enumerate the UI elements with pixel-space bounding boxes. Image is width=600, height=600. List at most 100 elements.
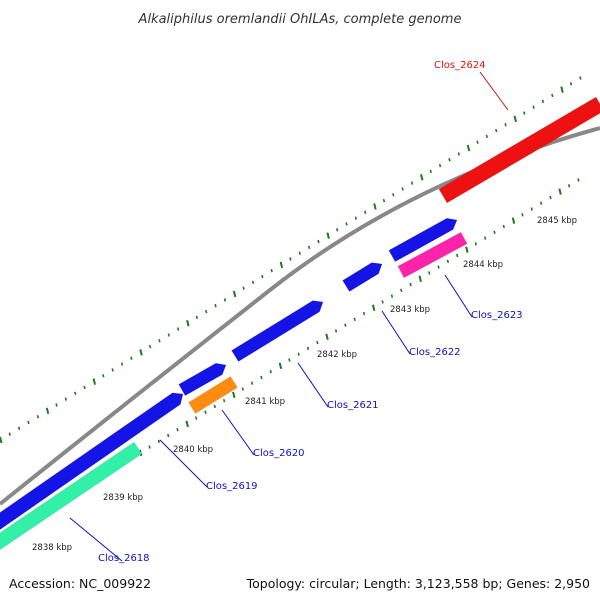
outer-tick-mark	[27, 420, 30, 425]
inner-tick-mark	[530, 207, 533, 211]
inner-tick-mark	[371, 304, 376, 311]
outer-tick-mark	[64, 397, 68, 401]
outer-tick-mark	[551, 93, 554, 98]
gene-clos-2619[interactable]	[0, 392, 184, 534]
outer-tick-mark	[261, 274, 264, 279]
outer-tick-mark	[279, 261, 284, 269]
inner-tick-mark	[353, 317, 356, 322]
gene-clos-2622[interactable]	[342, 262, 383, 292]
tick-label: 2845 kbp	[537, 216, 577, 226]
outer-tick-mark	[120, 362, 124, 366]
gene-clos-2621[interactable]	[231, 300, 324, 362]
outer-tick-mark	[495, 128, 498, 133]
gene-label-leader	[444, 274, 473, 318]
outer-tick-mark	[392, 193, 395, 197]
gene-label[interactable]: Clos_2620	[253, 448, 305, 459]
gene-label[interactable]: Clos_2618	[98, 553, 150, 564]
outer-tick-mark	[448, 158, 451, 162]
gene-label[interactable]: Clos_2623	[471, 310, 523, 321]
outer-tick-mark	[158, 339, 161, 343]
inner-tick-mark	[288, 358, 291, 362]
outer-tick-mark	[364, 210, 367, 214]
inner-tick-mark	[316, 340, 319, 345]
inner-tick-mark	[446, 259, 450, 263]
outer-tick-mark	[195, 315, 199, 320]
inner-tick-mark	[400, 288, 403, 293]
outer-tick-mark	[336, 228, 339, 232]
outer-tick-mark	[298, 251, 301, 255]
outer-tick-mark	[419, 174, 424, 181]
inner-tick-mark	[250, 381, 254, 385]
outer-tick-mark	[55, 403, 58, 407]
inner-tick-mark	[493, 230, 496, 234]
outer-tick-mark	[36, 414, 39, 419]
outer-tick-mark	[102, 374, 105, 378]
outer-tick-mark	[17, 426, 21, 431]
outer-tick-mark	[289, 257, 292, 261]
gene-label-leader	[69, 517, 123, 562]
tick-labels: 2838 kbp 2839 kbp 2840 kbp 2841 kbp 2842 kbp…	[32, 216, 577, 553]
outer-tick-mark	[485, 134, 489, 139]
gene-label-leader	[159, 439, 208, 488]
outer-tick-mark	[232, 290, 237, 298]
gene-clos-2624[interactable]	[438, 96, 600, 204]
gene-label-leader	[297, 362, 329, 408]
gene-clos-2620[interactable]	[188, 376, 238, 414]
gene-feature-extra[interactable]	[388, 217, 458, 263]
outer-tick-mark	[466, 144, 471, 152]
gene-clos-2623[interactable]	[397, 231, 468, 279]
outer-tick-mark	[0, 436, 3, 444]
tick-label: 2840 kbp	[173, 445, 213, 455]
outer-tick-mark	[176, 327, 180, 331]
inner-tick-mark	[185, 420, 189, 428]
inner-tick-mark	[428, 271, 431, 275]
inner-tick-mark	[549, 195, 552, 200]
gene-label-leader	[221, 409, 255, 456]
outer-tick-mark	[457, 152, 460, 156]
outer-tick-mark	[579, 76, 582, 80]
outer-tick-mark	[214, 304, 217, 308]
outer-tick-mark	[354, 216, 358, 220]
inner-tick-mark	[567, 184, 571, 188]
inner-tick-mark	[344, 323, 347, 327]
outer-tick-mark	[92, 378, 97, 385]
gene-clos-2618[interactable]	[0, 441, 143, 554]
inner-tick-mark	[157, 439, 161, 443]
gene-label-leader	[381, 310, 411, 355]
inner-tick-mark	[213, 404, 216, 409]
outer-tick-mark	[139, 349, 143, 356]
outer-tick-mark	[186, 319, 190, 327]
gene-label[interactable]: Clos_2621	[327, 400, 379, 411]
outer-tick-mark	[523, 111, 526, 115]
outer-tick-mark	[569, 82, 573, 86]
inner-tick-mark	[241, 387, 244, 391]
inner-tick-mark	[269, 369, 272, 374]
inner-tick-mark	[167, 433, 170, 438]
outer-tick-mark	[429, 169, 432, 174]
outer-tick-mark	[401, 187, 404, 191]
gene-label[interactable]: Clos_2619	[206, 481, 258, 492]
inner-tick-mark	[176, 427, 179, 432]
inner-tick-mark	[539, 201, 543, 205]
outer-tick-mark	[83, 385, 86, 390]
gene-label[interactable]: Clos_2624	[434, 60, 486, 71]
inner-tick-mark	[325, 333, 329, 341]
outer-tick-mark	[307, 245, 311, 250]
gene-feature-extra[interactable]	[178, 363, 227, 396]
inner-tick-mark	[511, 217, 516, 224]
outer-tick-mark	[148, 344, 152, 349]
gene-label[interactable]: Clos_2622	[409, 347, 461, 358]
inner-tick-mark	[297, 352, 300, 356]
accession-text: Accession: NC_009922	[9, 576, 152, 591]
inner-tick-mark	[232, 391, 236, 399]
inner-tick-mark	[204, 410, 207, 414]
inner-tick-mark	[456, 253, 459, 258]
outer-tick-mark	[504, 123, 507, 127]
gene-label-leader	[479, 71, 509, 111]
tick-label: 2844 kbp	[463, 260, 503, 270]
outer-tick-mark	[410, 181, 414, 185]
outer-tick-mark	[205, 309, 208, 314]
outer-tick-mark	[251, 280, 255, 285]
outer-tick-mark	[223, 298, 227, 302]
outer-tick-mark	[74, 391, 77, 395]
